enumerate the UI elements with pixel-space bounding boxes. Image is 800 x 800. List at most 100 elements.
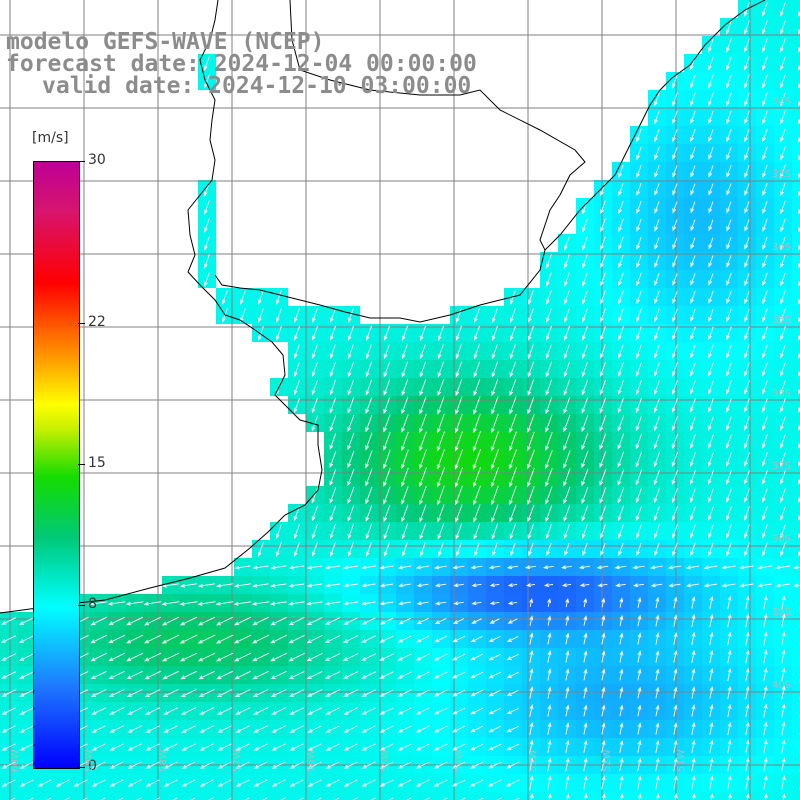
wind-vector-arrow	[743, 74, 750, 89]
wind-speed-cell	[792, 90, 800, 108]
wind-vector-arrow	[599, 379, 607, 396]
wind-vector-arrow	[433, 761, 448, 769]
wind-vector-arrow	[779, 434, 786, 449]
wind-vector-arrow	[563, 290, 570, 305]
wind-vector-arrow	[270, 689, 287, 697]
wind-vector-arrow	[415, 743, 430, 751]
wind-vector-arrow	[545, 254, 552, 269]
wind-vector-arrow	[780, 236, 786, 251]
wind-vector-arrow	[347, 414, 355, 432]
wind-vector-arrow	[779, 380, 786, 395]
wind-vector-arrow	[673, 793, 678, 800]
wind-vector-arrow	[761, 542, 768, 557]
wind-vector-arrow	[601, 614, 606, 626]
wind-vector-arrow	[761, 506, 768, 521]
wind-vector-arrow	[293, 308, 300, 323]
wind-vector-arrow	[781, 667, 786, 682]
wind-vector-arrow	[599, 308, 606, 323]
wind-vector-arrow	[415, 725, 430, 733]
wind-vector-arrow	[527, 325, 534, 342]
wind-vector-arrow	[251, 601, 270, 606]
wind-vector-arrow	[601, 775, 606, 790]
wind-vector-arrow	[671, 398, 678, 413]
wind-vector-arrow	[352, 797, 358, 800]
wind-speed-cell	[792, 630, 800, 648]
wind-vector-arrow	[654, 290, 660, 305]
wind-vector-arrow	[725, 524, 732, 539]
wind-vector-arrow	[127, 779, 142, 787]
wind-vector-arrow	[798, 262, 800, 269]
wind-vector-arrow	[601, 650, 606, 663]
wind-vector-arrow	[397, 743, 412, 751]
wind-vector-arrow	[361, 617, 376, 625]
wind-vector-arrow	[637, 632, 642, 645]
wind-vector-arrow	[217, 725, 232, 733]
wind-speed-cell	[792, 522, 800, 540]
wind-speed-cell	[72, 792, 90, 800]
wind-vector-arrow	[709, 757, 714, 772]
wind-vector-arrow	[725, 488, 732, 503]
wind-vector-arrow	[271, 725, 286, 733]
wind-vector-arrow	[401, 361, 409, 378]
wind-vector-arrow	[727, 649, 732, 664]
wind-speed-cell	[792, 396, 800, 414]
wind-vector-arrow	[91, 707, 106, 715]
wind-vector-arrow	[470, 635, 483, 643]
wind-vector-arrow	[203, 272, 210, 287]
wind-vector-arrow	[437, 504, 445, 523]
wind-vector-arrow	[203, 56, 210, 71]
wind-vector-arrow	[761, 2, 768, 17]
wind-vector-arrow	[275, 290, 282, 305]
wind-vector-arrow	[779, 20, 786, 35]
wind-vector-arrow	[489, 618, 500, 624]
wind-vector-arrow	[618, 272, 624, 287]
wind-vector-arrow	[509, 308, 516, 323]
wind-vector-arrow	[763, 667, 768, 682]
wind-vector-arrow	[781, 721, 786, 736]
wind-vector-arrow	[470, 725, 484, 733]
wind-vector-arrow	[180, 689, 197, 698]
wind-vector-arrow	[708, 165, 714, 178]
wind-vector-arrow	[547, 650, 552, 663]
wind-vector-arrow	[252, 616, 269, 626]
wind-vector-arrow	[127, 725, 142, 733]
wind-vector-arrow	[275, 308, 282, 323]
wind-vector-arrow	[617, 451, 625, 468]
wind-vector-arrow	[233, 601, 252, 606]
wind-vector-arrow	[347, 505, 355, 522]
wind-vector-arrow	[762, 128, 768, 143]
wind-vector-arrow	[143, 601, 162, 606]
wind-vector-arrow	[453, 583, 464, 588]
wind-vector-arrow	[216, 689, 233, 698]
wind-vector-arrow	[324, 601, 341, 606]
wind-vector-arrow	[763, 792, 768, 800]
wind-vector-arrow	[583, 686, 588, 699]
wind-vector-arrow	[798, 208, 800, 215]
wind-vector-arrow	[545, 449, 553, 469]
wind-vector-arrow	[690, 219, 696, 232]
wind-vector-arrow	[436, 449, 445, 470]
colorbar-tick-label: 15	[88, 455, 106, 471]
wind-vector-arrow	[288, 652, 305, 662]
wind-vector-arrow	[190, 797, 196, 800]
wind-vector-arrow	[525, 583, 536, 588]
wind-vector-arrow	[762, 110, 768, 125]
wind-vector-arrow	[252, 652, 270, 662]
wind-vector-arrow	[437, 485, 445, 506]
wind-vector-arrow	[763, 649, 768, 664]
wind-vector-arrow	[415, 689, 430, 697]
wind-vector-arrow	[798, 172, 800, 179]
wind-vector-arrow	[690, 74, 696, 89]
wind-vector-arrow	[197, 583, 215, 588]
wind-vector-arrow	[744, 237, 750, 250]
wind-vector-arrow	[672, 255, 678, 268]
wind-vector-arrow	[397, 689, 412, 697]
wind-vector-arrow	[653, 487, 661, 504]
wind-vector-arrow	[506, 725, 519, 733]
wind-vector-arrow	[744, 326, 750, 341]
wind-vector-arrow	[289, 761, 304, 769]
wind-vector-arrow	[726, 219, 732, 232]
wind-vector-arrow	[529, 597, 534, 607]
wind-vector-arrow	[617, 433, 625, 450]
wind-vector-arrow	[163, 707, 178, 715]
